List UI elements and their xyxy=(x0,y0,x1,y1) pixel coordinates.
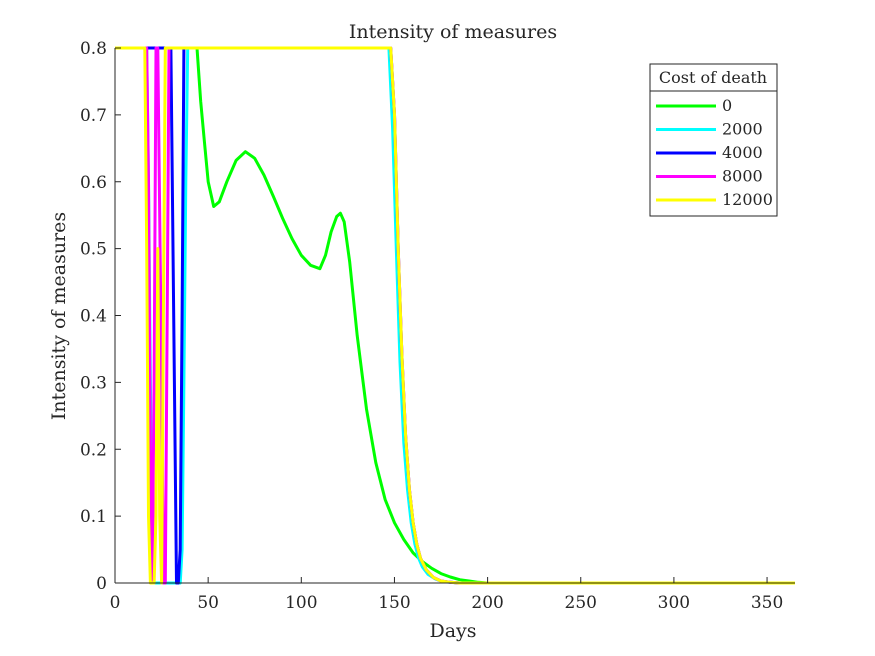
legend-box xyxy=(649,63,778,217)
legend-label-12000: 12000 xyxy=(722,190,773,209)
y-tick-label: 0.7 xyxy=(80,106,107,126)
x-tick-label: 100 xyxy=(285,593,317,613)
chart-title: Intensity of measures xyxy=(349,21,557,43)
y-tick-label: 0.4 xyxy=(80,307,107,327)
x-axis: 0 50 100 150 200 250 300 350 xyxy=(110,577,795,613)
y-tick-label: 0.2 xyxy=(80,440,107,460)
x-tick-label: 0 xyxy=(110,593,121,613)
y-tick-label: 0.6 xyxy=(80,173,107,193)
legend: Cost of death 0 2000 4000 8000 12000 xyxy=(649,63,778,217)
legend-label-8000: 8000 xyxy=(722,167,763,186)
x-axis-label: Days xyxy=(429,620,476,642)
legend-label-0: 0 xyxy=(722,96,732,115)
y-tick-label: 0.1 xyxy=(80,507,107,527)
legend-entries: 0 2000 4000 8000 12000 xyxy=(656,96,773,209)
y-tick-label: 0.3 xyxy=(80,373,107,393)
y-tick-label: 0 xyxy=(96,574,107,594)
y-tick-label: 0.5 xyxy=(80,240,107,260)
x-tick-label: 250 xyxy=(565,593,597,613)
x-tick-label: 150 xyxy=(378,593,410,613)
series-line-0 xyxy=(115,46,795,585)
legend-title: Cost of death xyxy=(659,68,767,87)
y-tick-label: 0.8 xyxy=(80,39,107,59)
legend-label-2000: 2000 xyxy=(722,120,763,139)
y-axis: 0 0.1 0.2 0.3 0.4 0.5 0.6 0.7 0.8 xyxy=(80,39,121,594)
x-tick-label: 300 xyxy=(658,593,690,613)
y-axis-label: Intensity of measures xyxy=(48,212,70,420)
x-tick-label: 350 xyxy=(751,593,783,613)
x-tick-label: 50 xyxy=(197,593,219,613)
legend-label-4000: 4000 xyxy=(722,143,763,162)
x-tick-label: 200 xyxy=(471,593,503,613)
